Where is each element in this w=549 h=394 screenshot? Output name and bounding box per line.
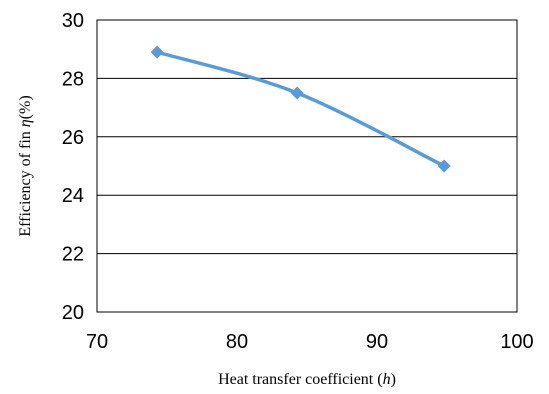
x-tick-label: 70 bbox=[86, 331, 108, 353]
x-tick-labels: 70 80 90 100 bbox=[86, 331, 534, 353]
y-tick-label: 22 bbox=[62, 244, 84, 266]
y-tick-labels: 20 22 24 26 28 30 bbox=[62, 10, 84, 324]
y-tick-label: 26 bbox=[62, 127, 84, 149]
y-tick-label: 28 bbox=[62, 68, 84, 90]
x-axis-title: Heat transfer coefficient (h) bbox=[218, 371, 396, 388]
series-line-0 bbox=[155, 50, 446, 168]
y-axis-title: Efficiency of fin η(%) bbox=[17, 95, 34, 236]
data-point-marker bbox=[437, 159, 451, 173]
y-tick-label: 30 bbox=[62, 10, 84, 32]
gridlines bbox=[97, 77, 517, 255]
y-tick-label: 20 bbox=[62, 302, 84, 324]
x-tick-label: 100 bbox=[500, 331, 533, 353]
plot-area-frame bbox=[96, 19, 518, 313]
y-tick-label: 24 bbox=[62, 185, 84, 207]
x-tick-label: 90 bbox=[366, 331, 388, 353]
data-point-marker bbox=[150, 45, 164, 59]
data-point-marker bbox=[290, 86, 304, 100]
series-layer bbox=[150, 45, 451, 173]
x-tick-label: 80 bbox=[226, 331, 248, 353]
